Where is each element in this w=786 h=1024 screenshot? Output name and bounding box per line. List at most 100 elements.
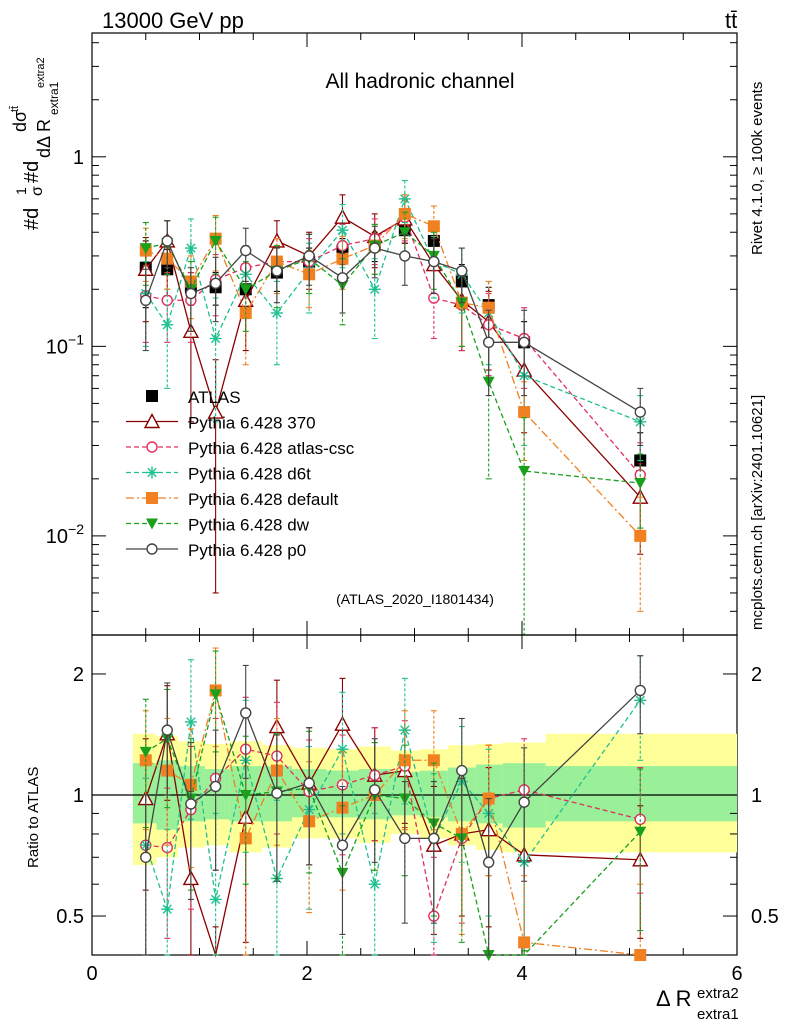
ratio-series-line	[145, 699, 641, 910]
x-axis-label-sub: extra1	[697, 1006, 739, 1023]
ratio-data-point	[399, 832, 411, 845]
main-data-point	[271, 265, 283, 277]
main-data-point	[399, 250, 411, 262]
ratio-panel: 0.5 0.5 1 1 2 2 0 2 4 6 Ratio to ATLAS Δ R extra2…	[25, 634, 779, 1023]
ratio-y-tick-label-right: 2	[751, 664, 762, 686]
ratio-data-point	[634, 826, 647, 838]
main-y-tick-label: 1	[73, 147, 84, 169]
ratio-data-point	[161, 724, 173, 736]
main-data-point	[139, 243, 152, 255]
main-axis-ticks: 1 10−1 10−2	[46, 33, 738, 636]
ratio-y-axis-label: Ratio to ATLAS	[25, 767, 42, 868]
main-data-point	[209, 277, 222, 290]
main-data-point	[427, 220, 440, 233]
legend-entry-pythia-6-428-dw: Pythia 6.428 dw	[126, 516, 310, 535]
rivet-version-label: Rivet 4.1.0, ≥ 100k events	[749, 82, 766, 255]
ratio-data-point	[518, 796, 530, 808]
main-y-tick-label: 10−2	[46, 521, 84, 548]
ratio-data-point	[518, 936, 531, 949]
main-data-point	[634, 529, 647, 542]
main-data-point	[428, 255, 440, 268]
main-y-tick-label-exponent: −2	[68, 521, 84, 537]
main-data-point	[398, 192, 411, 205]
ratio-data-point	[368, 878, 381, 891]
x-axis-label-sup: extra2	[697, 985, 739, 1002]
legend-label: Pythia 6.428 default	[188, 490, 339, 509]
main-data-point	[240, 244, 252, 257]
ratio-data-point	[140, 851, 152, 863]
ratio-x-tick-label: 4	[516, 963, 527, 985]
ratio-data-point	[240, 707, 252, 719]
ratio-uncertainty-bands	[132, 733, 737, 865]
main-data-point	[184, 242, 197, 255]
legend-entry-pythia-6-428-d6t: Pythia 6.428 d6t	[126, 465, 311, 484]
main-data-point	[398, 227, 411, 239]
ratio-data-point	[369, 784, 381, 796]
main-data-point	[336, 272, 349, 284]
legend-label: Pythia 6.428 atlas-csc	[188, 439, 355, 458]
main-panel: All hadronic channel (ATLAS_2020_I180143…	[9, 32, 738, 636]
ratio-x-tick-label: 6	[731, 963, 742, 985]
ratio-data-point	[482, 856, 495, 869]
legend-entry-atlas: ATLAS	[146, 388, 241, 407]
ratio-y-tick-label: 1	[73, 785, 84, 807]
legend-label: ATLAS	[188, 388, 241, 407]
main-y-axis-label-sub: extra1	[47, 81, 61, 115]
main-data-point	[518, 406, 531, 419]
main-data-point	[270, 306, 283, 319]
x-axis-label-main: Δ R	[656, 986, 691, 1011]
main-y-tick-label-exponent: −1	[68, 331, 84, 347]
legend-marker	[146, 492, 158, 504]
main-y-axis-label-sup: extra2	[35, 57, 47, 88]
legend-entry-pythia-6-428-atlas-csc: Pythia 6.428 atlas-csc	[126, 439, 355, 458]
mcplots-label: mcplots.cern.ch [arXiv:2401.10621]	[749, 395, 766, 630]
main-data-point	[303, 250, 315, 262]
energy-label: 13000 GeV pp	[102, 8, 244, 33]
ratio-series-line	[145, 748, 641, 919]
main-series-pythia-6-428-p0	[140, 220, 646, 447]
main-data-point	[456, 265, 468, 277]
legend-marker	[146, 466, 158, 479]
legend: ATLAS Pythia 6.428 370 Pythia 6.428 atlas-…	[126, 388, 355, 560]
ratio-data-point	[139, 746, 152, 758]
main-data-point	[336, 224, 349, 237]
ratio-data-point	[184, 715, 197, 728]
legend-label: Pythia 6.428 dw	[188, 516, 310, 535]
ratio-x-tick-label: 0	[86, 963, 97, 985]
main-data-point	[634, 478, 647, 490]
ratio-data-point	[634, 949, 647, 961]
legend-marker	[146, 543, 158, 555]
ratio-data-point	[209, 780, 222, 793]
main-data-point	[518, 336, 530, 349]
main-y-axis-label-tt: tt̄	[9, 106, 21, 112]
main-data-point	[368, 283, 381, 296]
legend-entry-pythia-6-428-370: Pythia 6.428 370	[126, 413, 316, 433]
main-series-line	[145, 216, 641, 476]
main-plot-title: All hadronic channel	[325, 70, 514, 93]
main-series-line	[145, 197, 641, 423]
main-data-point	[369, 242, 381, 254]
main-y-axis-label-mid: #d	[21, 161, 43, 183]
main-data-point	[209, 332, 222, 345]
main-data-point	[140, 294, 152, 306]
main-data-point	[185, 287, 197, 300]
legend-marker	[146, 518, 158, 530]
main-data-point	[161, 318, 174, 331]
ratio-axis-ticks: 0.5 0.5 1 1 2 2 0 2 4 6	[56, 635, 779, 985]
ratio-y-tick-label-right: 0.5	[751, 906, 779, 928]
main-data-point	[239, 284, 252, 296]
ratio-series-pythia-6-428-p0	[140, 655, 646, 956]
ratio-data-point	[428, 832, 440, 845]
analysis-tag: (ATLAS_2020_I1801434)	[336, 591, 494, 607]
legend-entry-pythia-6-428-p0: Pythia 6.428 p0	[126, 541, 306, 560]
ratio-series-layer	[137, 647, 649, 961]
ratio-y-tick-label-right: 1	[751, 785, 762, 807]
main-y-axis-label-sigma: σ	[29, 186, 46, 196]
ratio-data-point	[161, 903, 174, 916]
process-label: tt̄	[725, 8, 737, 33]
ratio-data-point	[634, 684, 646, 697]
ratio-y-tick-label: 0.5	[56, 906, 84, 928]
main-data-point	[634, 406, 646, 418]
main-data-point	[161, 235, 173, 247]
